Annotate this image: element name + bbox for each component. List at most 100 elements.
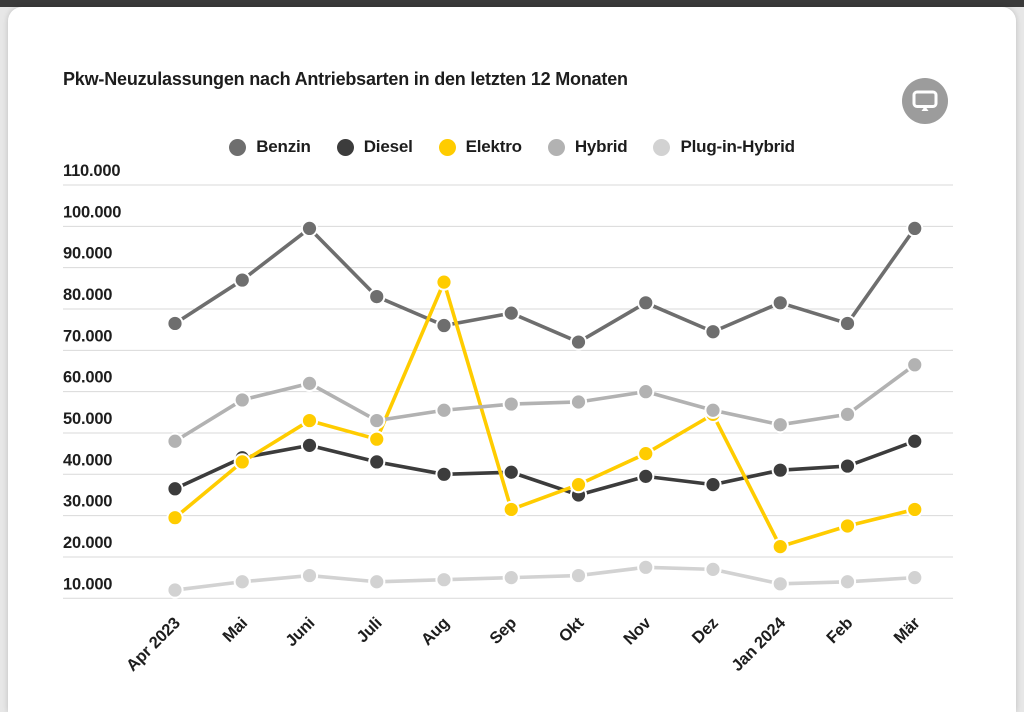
data-point[interactable] [233, 573, 251, 591]
data-point[interactable] [368, 453, 386, 471]
data-point[interactable] [838, 457, 857, 475]
data-point[interactable] [166, 432, 184, 450]
y-tick-label: 60.000 [63, 369, 112, 387]
data-point[interactable] [569, 393, 588, 411]
x-tick-label: Nov [620, 613, 655, 648]
x-tick-label: Okt [556, 614, 588, 646]
x-tick-label: Jan 2024 [728, 613, 790, 675]
data-point[interactable] [906, 569, 924, 587]
data-point[interactable] [838, 405, 857, 423]
data-point[interactable] [637, 467, 655, 485]
series-line-elektro [173, 280, 917, 549]
x-tick-label: Sep [486, 614, 520, 648]
series-line-plug-in-hybrid [173, 565, 917, 592]
data-point[interactable] [502, 500, 520, 519]
data-point[interactable] [233, 391, 251, 409]
data-point[interactable] [704, 401, 722, 419]
data-point[interactable] [906, 356, 924, 374]
legend: Benzin Diesel Elektro Hybrid Plug-in-Hybrid [8, 137, 1016, 157]
data-point[interactable] [435, 273, 453, 291]
legend-dot-icon [547, 138, 565, 156]
data-point[interactable] [435, 401, 453, 419]
monitor-icon [912, 90, 938, 111]
legend-item-hybrid: Hybrid [547, 137, 628, 157]
data-point[interactable] [233, 271, 251, 289]
data-point[interactable] [771, 575, 789, 593]
data-point[interactable] [300, 374, 319, 392]
chart-title: Pkw-Neuzulassungen nach Antriebsarten in… [63, 69, 628, 89]
data-point[interactable] [300, 566, 319, 585]
data-point[interactable] [771, 461, 789, 479]
data-point[interactable] [906, 500, 924, 519]
data-point[interactable] [502, 463, 520, 481]
x-tick-label: Mär [891, 614, 925, 648]
x-tick-label: Aug [418, 614, 453, 649]
line-chart[interactable]: 110.000 100.000 90.000 80.000 70.000 60.000 50… [8, 7, 1016, 712]
legend-dot-icon [653, 138, 671, 156]
legend-dot-icon [438, 138, 456, 156]
data-point[interactable] [771, 294, 789, 312]
data-point[interactable] [771, 538, 789, 556]
data-point[interactable] [300, 219, 319, 237]
data-point[interactable] [637, 294, 655, 312]
data-point[interactable] [569, 333, 588, 351]
data-point[interactable] [166, 509, 184, 527]
series-line-benzin [173, 226, 917, 344]
data-point[interactable] [435, 465, 453, 483]
data-point[interactable] [637, 558, 655, 576]
data-point[interactable] [368, 430, 386, 448]
data-point[interactable] [569, 476, 588, 494]
data-point[interactable] [300, 411, 319, 430]
data-point[interactable] [637, 445, 655, 463]
y-tick-label: 50.000 [63, 410, 112, 428]
x-tick-label: Apr 2023 [123, 614, 184, 675]
legend-label: Hybrid [574, 137, 628, 156]
data-point[interactable] [838, 314, 857, 333]
data-point[interactable] [166, 314, 184, 333]
y-tick-label: 90.000 [63, 245, 112, 263]
data-point[interactable] [300, 436, 319, 454]
data-point[interactable] [771, 416, 789, 434]
data-point[interactable] [637, 383, 655, 401]
data-point[interactable] [233, 453, 251, 471]
data-point[interactable] [502, 395, 520, 413]
legend-item-diesel: Diesel [336, 137, 413, 157]
legend-item-plug-in-hybrid: Plug-in-Hybrid [653, 137, 795, 157]
y-tick-label: 110.000 [63, 162, 120, 180]
legend-label: Benzin [256, 137, 311, 156]
legend-label: Plug-in-Hybrid [680, 137, 795, 156]
legend-label: Elektro [465, 137, 522, 156]
x-tick-label: Dez [689, 614, 722, 647]
chart-card: Pkw-Neuzulassungen nach Antriebsarten in… [8, 7, 1016, 712]
data-point[interactable] [704, 560, 722, 578]
screen-view-button[interactable] [902, 78, 948, 124]
y-tick-label: 80.000 [63, 286, 112, 304]
series-line-diesel [173, 439, 917, 497]
data-point[interactable] [704, 323, 722, 341]
y-tick-label: 100.000 [63, 203, 121, 221]
data-point[interactable] [166, 581, 184, 599]
x-tick-label: Juli [353, 614, 385, 646]
y-tick-label: 30.000 [63, 493, 112, 511]
data-point[interactable] [368, 411, 386, 430]
data-point[interactable] [368, 287, 386, 306]
y-tick-label: 20.000 [63, 534, 112, 552]
data-point[interactable] [906, 432, 924, 450]
series-line-hybrid [173, 362, 917, 444]
data-point[interactable] [838, 517, 857, 535]
data-point[interactable] [435, 316, 453, 335]
x-tick-label: Mai [219, 614, 251, 646]
data-point[interactable] [166, 480, 184, 498]
y-tick-label: 10.000 [63, 575, 112, 593]
x-tick-label: Feb [823, 614, 856, 647]
legend-dot-icon [229, 138, 247, 156]
data-point[interactable] [435, 571, 453, 589]
data-point[interactable] [502, 304, 520, 322]
y-tick-label: 40.000 [63, 451, 112, 469]
data-point[interactable] [704, 476, 722, 494]
data-point[interactable] [368, 573, 386, 591]
data-point[interactable] [838, 573, 857, 591]
data-point[interactable] [906, 219, 924, 237]
data-point[interactable] [502, 569, 520, 587]
data-point[interactable] [569, 566, 588, 585]
